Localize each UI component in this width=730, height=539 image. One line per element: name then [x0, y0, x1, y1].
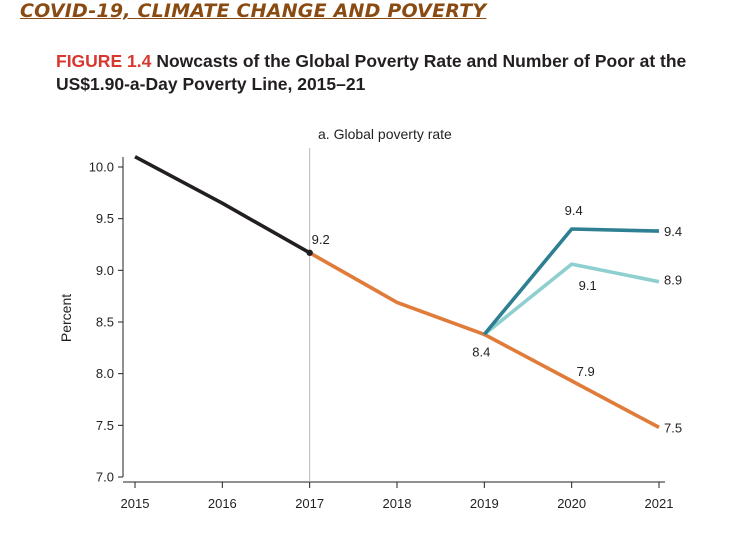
- data-label: 9.4: [664, 224, 682, 239]
- y-tick-label: 8.5: [96, 315, 114, 330]
- data-label: 7.9: [577, 364, 595, 379]
- marker-2017: [306, 249, 313, 256]
- y-tick-label: 8.0: [96, 366, 114, 381]
- series-line-baseline: [308, 251, 660, 429]
- x-tick-label: 2017: [295, 496, 324, 511]
- series-line-covid-upper: [482, 227, 660, 336]
- x-tick-label: 2019: [470, 496, 499, 511]
- x-tick-label: 2020: [557, 496, 586, 511]
- data-labels-group: 9.2 8.4 9.4 9.1 7.9 9.4 8.9 7.5: [312, 203, 682, 435]
- data-label: 9.4: [565, 203, 583, 218]
- y-axis-label: Percent: [58, 294, 74, 342]
- y-tick-label: 9.0: [96, 263, 114, 278]
- x-tick-label: 2018: [383, 496, 412, 511]
- series-line-historical: [134, 155, 311, 255]
- x-tick-label: 2021: [645, 496, 674, 511]
- y-tick-label: 7.5: [96, 418, 114, 433]
- x-tick-label: 2015: [121, 496, 150, 511]
- figure-label: FIGURE 1.4: [56, 51, 152, 71]
- section-header: COVID-19, CLIMATE CHANGE AND POVERTY: [20, 0, 487, 22]
- figure-title: FIGURE 1.4 Nowcasts of the Global Poverty…: [56, 50, 716, 96]
- data-label: 9.2: [312, 232, 330, 247]
- data-label: 8.9: [664, 273, 682, 288]
- y-tick-label: 10.0: [89, 160, 114, 175]
- y-tick-label: 9.5: [96, 211, 114, 226]
- series-line-covid-lower: [483, 262, 660, 336]
- x-tick-label: 2016: [208, 496, 237, 511]
- figure-title-text: Nowcasts of the Global Poverty Rate and …: [56, 51, 687, 94]
- y-tick-label: 7.0: [96, 470, 114, 485]
- data-label: 9.1: [579, 278, 597, 293]
- data-label: 7.5: [664, 420, 682, 435]
- series-group: [134, 155, 660, 429]
- axes: 7.0 7.5 8.0 8.5 9.0 9.5 10.0 2015 2016 2017 2018 20…: [89, 157, 674, 511]
- chart-title: a. Global poverty rate: [318, 126, 452, 142]
- data-label: 8.4: [472, 344, 490, 359]
